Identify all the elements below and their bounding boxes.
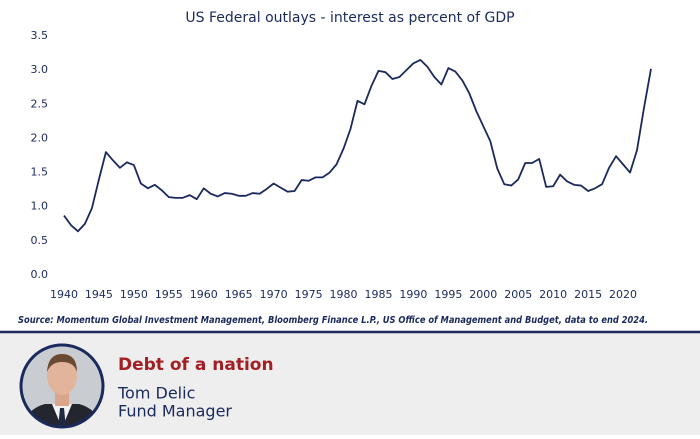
x-tick-label: 2005 <box>504 288 532 301</box>
x-tick-label: 1965 <box>225 288 253 301</box>
y-tick-label: 3.0 <box>31 63 49 76</box>
y-tick-label: 2.0 <box>31 131 49 144</box>
y-tick-label: 2.5 <box>31 97 49 110</box>
x-tick-label: 1970 <box>260 288 288 301</box>
source-note: Source: Momentum Global Investment Manag… <box>18 315 648 326</box>
author-role: Fund Manager <box>118 402 232 421</box>
y-tick-label: 1.0 <box>31 200 49 213</box>
x-tick-label: 2015 <box>574 288 602 301</box>
x-tick-label: 1975 <box>295 288 323 301</box>
x-tick-label: 1990 <box>399 288 427 301</box>
y-tick-label: 0.0 <box>31 268 49 281</box>
x-tick-label: 1960 <box>190 288 218 301</box>
x-tick-label: 1940 <box>50 288 78 301</box>
x-tick-label: 1945 <box>85 288 113 301</box>
y-tick-label: 1.5 <box>31 166 49 179</box>
footer-background <box>0 333 700 435</box>
chart-title: US Federal outlays - interest as percent… <box>185 10 514 26</box>
x-tick-label: 1995 <box>434 288 462 301</box>
x-tick-label: 2010 <box>539 288 567 301</box>
x-tick-label: 2000 <box>469 288 497 301</box>
x-tick-label: 1985 <box>364 288 392 301</box>
y-tick-label: 0.5 <box>31 234 49 247</box>
avatar <box>19 343 105 429</box>
x-tick-label: 2020 <box>609 288 637 301</box>
x-tick-label: 1955 <box>155 288 183 301</box>
x-tick-label: 1950 <box>120 288 148 301</box>
y-tick-label: 3.5 <box>31 29 49 42</box>
x-tick-label: 1980 <box>330 288 358 301</box>
footer-heading: Debt of a nation <box>118 355 274 375</box>
author-name: Tom Delic <box>117 384 195 403</box>
data-line <box>63 59 652 233</box>
